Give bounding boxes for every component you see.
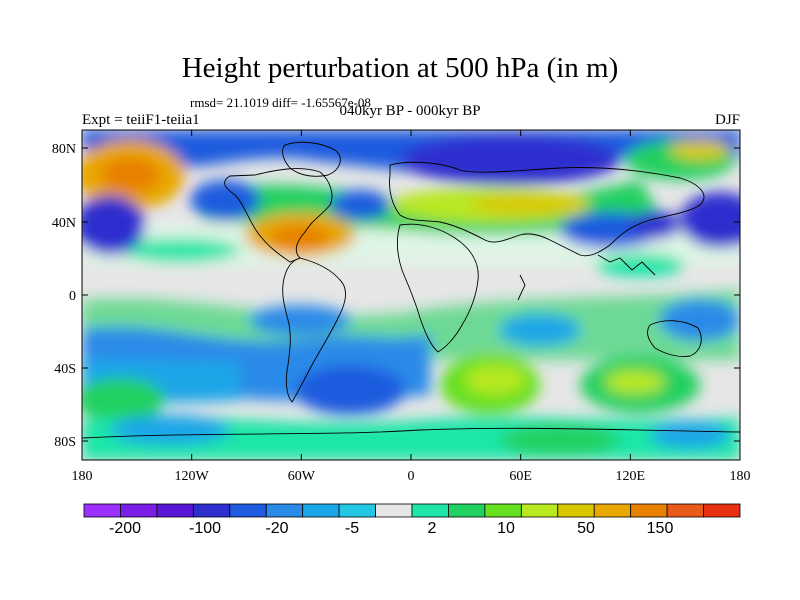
colorbar-label: -5	[345, 520, 359, 537]
colorbar-label: 50	[577, 520, 595, 537]
experiment-label: Expt = teiiF1-teiia1	[82, 112, 200, 128]
colorbar-swatch	[666, 503, 704, 518]
colorbar	[83, 503, 741, 518]
colorbar-swatch	[265, 503, 304, 518]
colorbar-swatch	[448, 503, 486, 518]
season-label: DJF	[714, 112, 740, 128]
colorbar-label: -100	[189, 520, 221, 537]
lon-tick-label: 180	[72, 469, 93, 484]
colorbar-swatch	[411, 503, 449, 518]
lat-tick-label: 40S	[54, 362, 76, 377]
stats-label: rmsd= 21.1019 diff= -1.65567e-08	[190, 95, 371, 110]
colorbar-swatch	[630, 503, 668, 518]
map-field	[82, 130, 740, 460]
lat-tick-label: 40N	[52, 216, 76, 231]
colorbar-labels: -200 -100 -20 -5 2 10 50 150	[109, 520, 673, 537]
lon-tick-label: 120E	[616, 469, 646, 484]
colorbar-swatch	[192, 503, 231, 518]
colorbar-swatch	[557, 503, 595, 518]
colorbar-swatch	[120, 503, 158, 518]
colorbar-swatch	[156, 503, 194, 518]
lon-tick-label: 120W	[175, 469, 210, 484]
colorbar-label: -20	[265, 520, 288, 537]
colorbar-swatch	[375, 503, 413, 518]
lon-tick-label: 180	[730, 469, 751, 484]
colorbar-label: 150	[647, 520, 674, 537]
lat-tick-label: 0	[69, 289, 76, 304]
colorbar-label: -200	[109, 520, 141, 537]
lon-tick-label: 0	[408, 469, 415, 484]
colorbar-swatch	[484, 503, 522, 518]
colorbar-swatch	[302, 503, 340, 518]
lon-tick-label: 60W	[288, 469, 316, 484]
colorbar-swatch	[229, 503, 267, 518]
latitude-ticks: 80N 40N 0 40S 80S	[52, 142, 740, 450]
colorbar-swatch	[703, 503, 741, 518]
coastlines	[82, 141, 740, 439]
colorbar-swatch	[338, 503, 376, 518]
colorbar-label: 2	[428, 520, 437, 537]
lon-tick-label: 60E	[509, 469, 532, 484]
colorbar-swatch	[593, 503, 632, 518]
map-title: Height perturbation at 500 hPa (in m)	[181, 52, 619, 84]
colorbar-swatch	[520, 503, 559, 518]
period-label: 040kyr BP - 000kyr BP	[339, 103, 481, 119]
lat-tick-label: 80N	[52, 142, 76, 157]
lat-tick-label: 80S	[54, 435, 76, 450]
colorbar-label: 10	[497, 520, 515, 537]
longitude-ticks: 180 120W 60W 0 60E 120E 180	[72, 130, 751, 484]
colorbar-swatch	[83, 503, 121, 518]
